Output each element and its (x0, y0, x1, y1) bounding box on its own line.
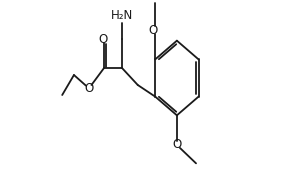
Text: O: O (98, 33, 107, 46)
Text: O: O (149, 23, 158, 36)
Text: H₂N: H₂N (111, 9, 133, 22)
Text: O: O (172, 139, 181, 152)
Text: O: O (84, 82, 94, 95)
